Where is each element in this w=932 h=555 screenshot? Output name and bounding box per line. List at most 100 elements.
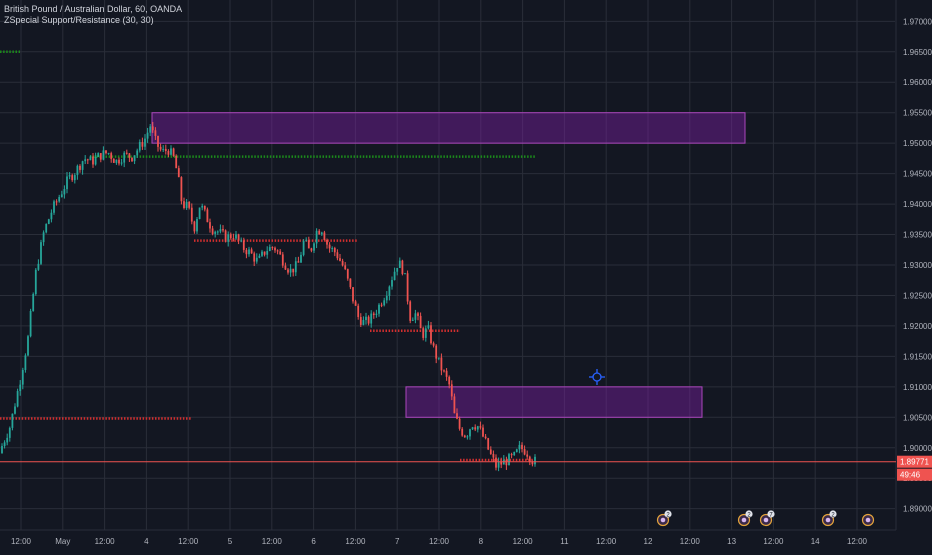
candle-bullish[interactable] (76, 165, 79, 176)
candle-bullish[interactable] (266, 250, 269, 255)
candle-bearish[interactable] (86, 159, 89, 161)
candle-bullish[interactable] (8, 427, 11, 438)
candle-bearish[interactable] (245, 249, 248, 255)
candle-bullish[interactable] (227, 234, 230, 242)
candle-bearish[interactable] (271, 247, 274, 249)
candle-bullish[interactable] (162, 148, 165, 150)
candle-bearish[interactable] (180, 177, 183, 202)
candle-bullish[interactable] (388, 286, 391, 296)
candle-bullish[interactable] (16, 391, 19, 407)
symbol-title[interactable]: British Pound / Australian Dollar, 60, O… (4, 4, 183, 14)
candle-bullish[interactable] (146, 132, 149, 139)
candle-bullish[interactable] (19, 384, 22, 392)
candle-bullish[interactable] (73, 175, 76, 181)
candle-bearish[interactable] (510, 454, 513, 456)
candle-bullish[interactable] (42, 232, 45, 243)
candle-bearish[interactable] (406, 273, 409, 302)
candle-bearish[interactable] (203, 205, 206, 210)
candle-bearish[interactable] (253, 253, 256, 262)
candle-bearish[interactable] (432, 343, 435, 346)
candle-bearish[interactable] (206, 209, 209, 223)
candle-bullish[interactable] (385, 295, 388, 301)
candle-bearish[interactable] (422, 328, 425, 338)
candle-bullish[interactable] (29, 310, 32, 337)
candle-bullish[interactable] (149, 126, 152, 133)
candle-bearish[interactable] (357, 305, 360, 318)
candle-bearish[interactable] (435, 345, 438, 359)
candle-bullish[interactable] (268, 247, 271, 251)
candle-bearish[interactable] (157, 135, 159, 147)
candle-bearish[interactable] (110, 153, 113, 159)
candle-bearish[interactable] (505, 459, 508, 466)
candle-bearish[interactable] (489, 449, 492, 454)
candle-bearish[interactable] (531, 462, 534, 465)
candle-bullish[interactable] (424, 328, 427, 338)
candle-bearish[interactable] (281, 254, 284, 266)
candle-bullish[interactable] (185, 201, 188, 209)
candle-bullish[interactable] (50, 212, 53, 220)
candle-bullish[interactable] (393, 271, 396, 281)
candle-bullish[interactable] (469, 429, 471, 437)
candle-bearish[interactable] (479, 426, 482, 428)
candle-bullish[interactable] (383, 300, 386, 306)
candle-bearish[interactable] (456, 413, 458, 419)
candle-bullish[interactable] (437, 357, 440, 359)
indicator-title[interactable]: ZSpecial Support/Resistance (30, 30) (4, 15, 154, 25)
candle-bullish[interactable] (196, 218, 198, 232)
candle-bullish[interactable] (21, 369, 24, 385)
candle-bearish[interactable] (284, 265, 287, 270)
candle-bullish[interactable] (138, 142, 141, 151)
candle-bullish[interactable] (107, 153, 110, 155)
candle-bearish[interactable] (105, 150, 107, 154)
candle-bearish[interactable] (333, 248, 336, 253)
candle-bullish[interactable] (68, 175, 71, 177)
candle-bullish[interactable] (201, 205, 204, 208)
candle-bearish[interactable] (237, 234, 240, 241)
candle-bearish[interactable] (440, 357, 443, 371)
candle-bullish[interactable] (331, 248, 334, 250)
candle-bearish[interactable] (92, 156, 94, 165)
candle-bullish[interactable] (518, 444, 521, 450)
candle-bearish[interactable] (336, 252, 339, 259)
candle-bearish[interactable] (276, 250, 279, 252)
candle-bullish[interactable] (240, 240, 243, 242)
candle-bearish[interactable] (523, 449, 526, 455)
candle-bearish[interactable] (175, 155, 178, 169)
candle-bearish[interactable] (287, 269, 289, 273)
candle-bullish[interactable] (513, 451, 516, 455)
candle-bullish[interactable] (248, 249, 250, 255)
candle-bearish[interactable] (250, 249, 253, 254)
candle-bullish[interactable] (89, 156, 92, 161)
candle-bullish[interactable] (34, 269, 37, 295)
candle-bullish[interactable] (102, 150, 105, 160)
candle-bearish[interactable] (190, 207, 193, 222)
candle-bearish[interactable] (495, 457, 497, 468)
candle-bullish[interactable] (497, 461, 500, 468)
candle-bullish[interactable] (120, 162, 123, 164)
candle-bearish[interactable] (274, 247, 276, 251)
candle-bearish[interactable] (492, 453, 495, 458)
candle-bullish[interactable] (289, 268, 292, 273)
candle-bearish[interactable] (448, 376, 451, 385)
candle-bearish[interactable] (159, 146, 162, 150)
candle-bullish[interactable] (375, 313, 378, 315)
candle-bullish[interactable] (198, 207, 201, 219)
candle-bearish[interactable] (482, 427, 484, 437)
candle-bullish[interactable] (365, 316, 367, 321)
candle-bullish[interactable] (534, 456, 536, 465)
candle-bearish[interactable] (79, 165, 81, 170)
candle-bearish[interactable] (112, 158, 115, 163)
candle-bearish[interactable] (263, 251, 266, 255)
candle-bearish[interactable] (188, 201, 191, 208)
candle-bearish[interactable] (242, 240, 245, 250)
candle-bullish[interactable] (391, 280, 393, 287)
candle-bullish[interactable] (37, 263, 40, 270)
candle-bullish[interactable] (362, 320, 365, 325)
candle-bullish[interactable] (370, 313, 373, 324)
candle-bearish[interactable] (372, 313, 375, 315)
candle-bearish[interactable] (359, 317, 362, 325)
candle-bearish[interactable] (526, 454, 529, 457)
candle-bearish[interactable] (177, 168, 180, 178)
